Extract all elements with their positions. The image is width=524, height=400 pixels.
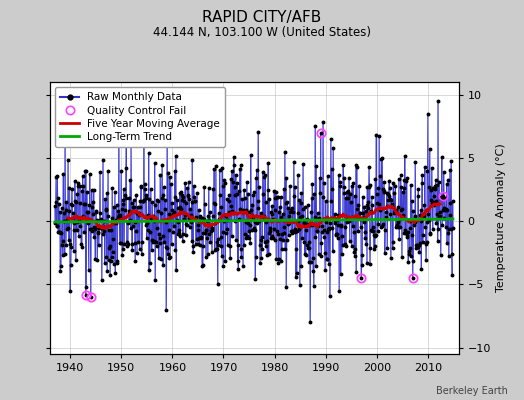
Text: RAPID CITY/AFB: RAPID CITY/AFB xyxy=(202,10,322,25)
Text: Berkeley Earth: Berkeley Earth xyxy=(436,386,508,396)
Text: 44.144 N, 103.100 W (United States): 44.144 N, 103.100 W (United States) xyxy=(153,26,371,39)
Legend: Raw Monthly Data, Quality Control Fail, Five Year Moving Average, Long-Term Tren: Raw Monthly Data, Quality Control Fail, … xyxy=(55,87,225,147)
Y-axis label: Temperature Anomaly (°C): Temperature Anomaly (°C) xyxy=(496,144,507,292)
